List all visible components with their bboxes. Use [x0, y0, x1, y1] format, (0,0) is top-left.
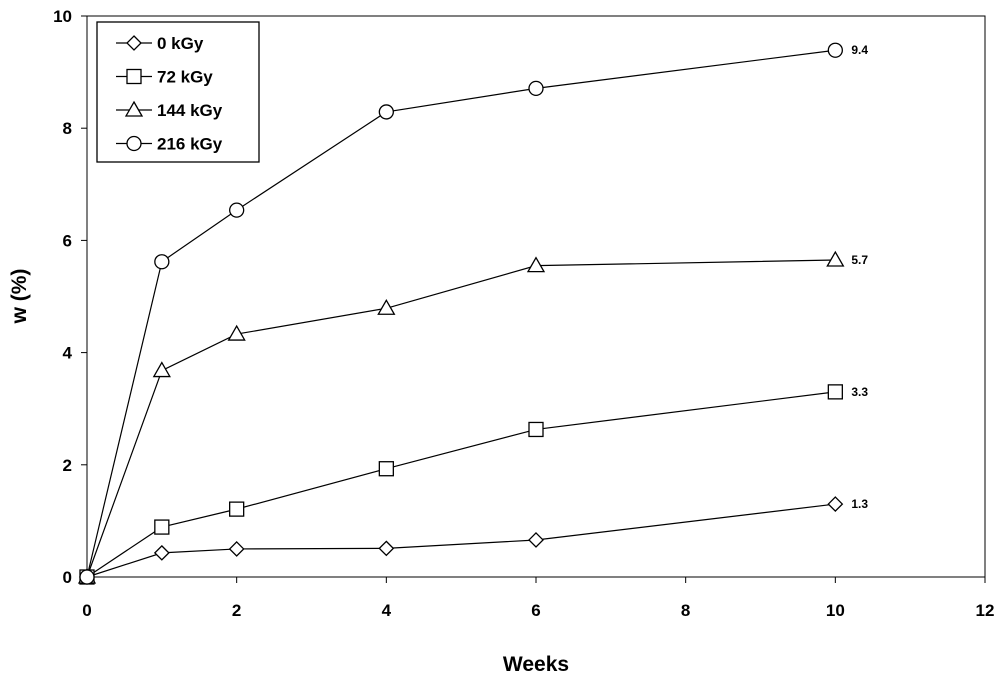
data-point [378, 540, 395, 557]
legend-item: 144 kGy [116, 100, 223, 120]
data-point [526, 256, 546, 273]
data-point [528, 532, 544, 548]
series-line [86, 259, 836, 578]
data-point [229, 202, 245, 218]
data-point [227, 324, 246, 341]
series-line [86, 503, 836, 578]
y-tick-label: 8 [63, 119, 72, 138]
y-tick-label: 0 [63, 568, 72, 587]
legend: 0 kGy 72 kGy 144 kGy 216 kGy [96, 21, 260, 163]
legend-marker-diamond [126, 35, 142, 51]
data-point [154, 254, 170, 270]
data-point [528, 421, 544, 438]
legend-label: 216 kGy [157, 135, 223, 154]
legend-label: 0 kGy [157, 34, 204, 53]
x-tick-label: 0 [82, 601, 91, 620]
legend-marker-square [126, 68, 142, 85]
x-axis-title: Weeks [503, 653, 569, 676]
y-tick-label: 4 [63, 344, 73, 363]
x-tick-label: 12 [976, 601, 995, 620]
y-tick-label: 10 [53, 7, 72, 26]
data-label: 5.7 [851, 253, 868, 267]
data-point [528, 80, 544, 97]
data-point [827, 384, 843, 400]
legend-label: 72 kGy [157, 68, 213, 87]
x-tick-label: 10 [826, 601, 845, 620]
data-point [228, 541, 245, 557]
data-point [378, 461, 394, 477]
series-line [86, 49, 836, 578]
data-label: 3.3 [851, 385, 868, 399]
data-point [153, 544, 170, 561]
legend-item: 0 kGy [116, 34, 204, 53]
data-point [152, 361, 171, 378]
data-label: 1.3 [851, 497, 868, 511]
data-label: 9.4 [851, 43, 868, 57]
legend-item: 72 kGy [116, 68, 213, 87]
legend-box [96, 21, 260, 163]
data-point [827, 42, 843, 58]
series-group [77, 42, 845, 585]
data-point [377, 298, 396, 315]
y-tick-label: 2 [63, 456, 72, 475]
legend-item: 216 kGy [116, 135, 223, 154]
data-point [826, 250, 845, 267]
series-circle [79, 42, 843, 585]
series-line [86, 391, 836, 578]
data-point [229, 501, 245, 517]
legend-label: 144 kGy [157, 101, 223, 120]
legend-marker-circle [126, 135, 142, 152]
y-axis-title: w (%) [8, 269, 31, 325]
axes: 0 2 4 6 8 10 12 0 2 4 6 8 10 [53, 7, 994, 620]
x-tick-label: 6 [531, 601, 540, 620]
data-labels: 1.3 3.3 5.7 9.4 [851, 43, 868, 511]
data-point [154, 519, 170, 535]
data-point [378, 104, 394, 120]
x-tick-label: 2 [232, 601, 241, 620]
data-point [79, 569, 95, 585]
legend-marker-triangle [124, 100, 144, 117]
x-tick-label: 4 [382, 601, 392, 620]
x-tick-label: 8 [681, 601, 690, 620]
y-tick-label: 6 [63, 231, 72, 250]
data-point [827, 496, 844, 512]
